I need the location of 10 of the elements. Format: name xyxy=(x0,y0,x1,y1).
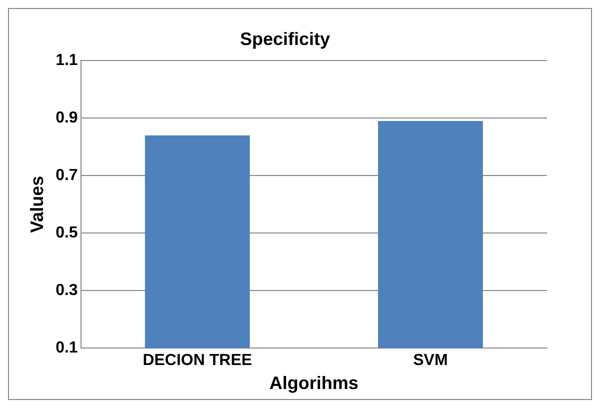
x-tick-label: SVM xyxy=(413,352,448,370)
x-tick-label: DECION TREE xyxy=(142,352,252,370)
y-tick-label: 0.7 xyxy=(56,167,78,184)
y-tick-label: 1.1 xyxy=(56,52,78,70)
chart-title: Specificity xyxy=(240,28,330,49)
y-axis-title: Values xyxy=(26,176,47,233)
y-tick-label: 0.9 xyxy=(56,110,78,127)
y-tick-label: 0.5 xyxy=(56,224,78,242)
y-tick-label: 0.3 xyxy=(56,282,78,300)
y-tick-label: 0.1 xyxy=(56,340,78,357)
